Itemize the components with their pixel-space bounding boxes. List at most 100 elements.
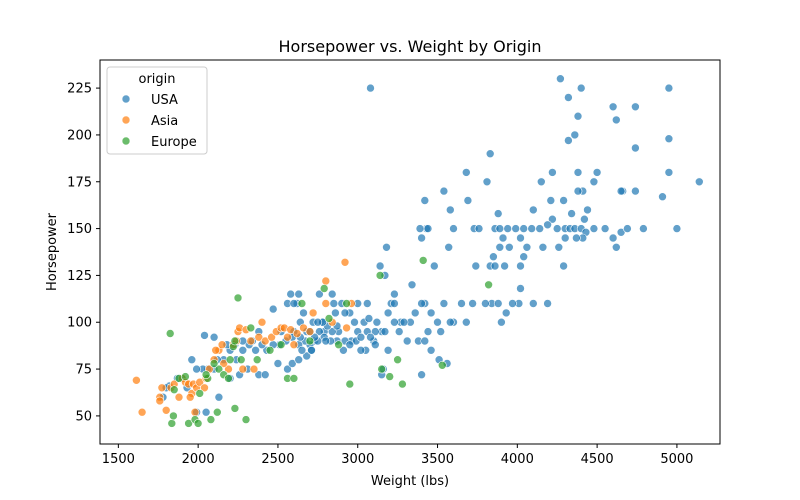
data-point-asia-31 bbox=[260, 336, 270, 346]
data-point-europe-26 bbox=[305, 336, 315, 346]
data-point-usa-87 bbox=[559, 261, 568, 271]
data-point-europe-2 bbox=[169, 411, 178, 421]
data-point-usa-38 bbox=[583, 205, 592, 215]
data-point-asia-50 bbox=[211, 345, 220, 355]
data-point-asia-29 bbox=[254, 332, 264, 342]
data-point-usa-230 bbox=[321, 336, 331, 346]
data-point-usa-32 bbox=[463, 196, 473, 205]
data-point-asia-32 bbox=[267, 332, 276, 342]
data-point-usa-17 bbox=[592, 168, 602, 177]
data-point-usa-96 bbox=[490, 261, 500, 271]
data-point-asia-39 bbox=[292, 329, 302, 338]
data-point-europe-36 bbox=[398, 379, 407, 389]
x-tick-label-2000: 2000 bbox=[182, 452, 215, 467]
data-point-usa-100 bbox=[461, 317, 471, 327]
data-point-europe-9 bbox=[206, 415, 216, 424]
data-point-usa-229 bbox=[313, 317, 323, 327]
data-point-usa-24 bbox=[631, 186, 640, 196]
data-point-europe-4 bbox=[184, 419, 193, 428]
data-point-usa-22 bbox=[694, 177, 704, 187]
y-tick-label-175: 175 bbox=[67, 175, 92, 190]
data-point-europe-13 bbox=[224, 374, 233, 383]
data-point-usa-54 bbox=[535, 224, 545, 233]
data-point-europe-43 bbox=[201, 370, 211, 380]
data-point-usa-15 bbox=[589, 177, 599, 187]
data-point-europe-33 bbox=[377, 364, 387, 374]
data-point-usa-49 bbox=[511, 224, 521, 233]
data-point-asia-15 bbox=[200, 383, 209, 393]
data-point-usa-165 bbox=[345, 340, 355, 350]
data-point-usa-190 bbox=[192, 364, 201, 374]
data-point-usa-78 bbox=[489, 252, 498, 262]
data-point-usa-88 bbox=[407, 280, 417, 290]
data-point-usa-7 bbox=[631, 102, 640, 112]
chart-title: Horsepower vs. Weight by Origin bbox=[279, 37, 542, 56]
data-point-asia-52 bbox=[190, 407, 200, 417]
data-point-usa-74 bbox=[538, 243, 548, 252]
x-tick-label-5000: 5000 bbox=[660, 452, 693, 467]
data-point-europe-30 bbox=[342, 299, 351, 308]
data-point-asia-36 bbox=[283, 332, 292, 342]
data-point-usa-200 bbox=[214, 392, 224, 402]
data-point-asia-40 bbox=[299, 323, 308, 333]
data-point-usa-114 bbox=[390, 317, 399, 327]
data-point-usa-30 bbox=[658, 192, 667, 201]
data-point-europe-7 bbox=[195, 389, 204, 398]
data-point-usa-233 bbox=[350, 317, 359, 327]
data-point-usa-209 bbox=[294, 355, 304, 365]
data-point-usa-42 bbox=[415, 224, 425, 233]
data-point-europe-6 bbox=[193, 419, 203, 428]
data-point-asia-20 bbox=[224, 364, 233, 374]
data-point-asia-0 bbox=[132, 375, 141, 385]
data-point-usa-208 bbox=[287, 359, 297, 368]
data-point-usa-56 bbox=[552, 224, 562, 233]
data-point-europe-0 bbox=[165, 329, 175, 338]
data-point-usa-206 bbox=[273, 359, 283, 368]
x-axis: 1500 2000 2500 3000 3500 4000 4500 5000 bbox=[102, 444, 693, 467]
data-point-usa-97 bbox=[495, 243, 505, 252]
plot-points bbox=[132, 74, 704, 428]
data-point-usa-53 bbox=[527, 224, 537, 233]
data-point-usa-155 bbox=[426, 345, 436, 355]
data-point-usa-39 bbox=[580, 214, 589, 224]
legend-marker-usa bbox=[121, 94, 131, 104]
data-point-asia-28 bbox=[249, 364, 259, 374]
data-point-europe-1 bbox=[167, 419, 177, 428]
data-point-europe-16 bbox=[230, 404, 240, 413]
legend-label-europe: Europe bbox=[151, 135, 197, 150]
data-point-asia-46 bbox=[342, 323, 351, 333]
data-point-usa-151 bbox=[445, 317, 455, 327]
data-point-europe-38 bbox=[437, 360, 447, 370]
data-point-usa-126 bbox=[315, 327, 324, 336]
data-point-europe-10 bbox=[213, 407, 222, 417]
data-point-usa-81 bbox=[417, 233, 426, 243]
data-point-usa-211 bbox=[307, 345, 316, 355]
data-point-asia-1 bbox=[137, 407, 147, 417]
data-point-europe-25 bbox=[297, 299, 307, 308]
data-point-asia-3 bbox=[157, 383, 167, 393]
data-point-usa-52 bbox=[474, 224, 484, 233]
data-point-usa-72 bbox=[516, 233, 525, 243]
data-point-europe-32 bbox=[375, 271, 385, 280]
data-point-usa-12 bbox=[631, 143, 640, 153]
data-point-asia-14 bbox=[195, 377, 204, 387]
data-point-asia-43 bbox=[321, 276, 331, 286]
data-point-asia-19 bbox=[217, 340, 227, 350]
data-point-asia-42 bbox=[308, 308, 318, 318]
legend-label-usa: USA bbox=[151, 93, 178, 108]
y-tick-label-100: 100 bbox=[67, 316, 92, 331]
data-point-europe-28 bbox=[324, 314, 334, 323]
data-point-usa-101 bbox=[468, 299, 477, 308]
data-point-usa-224 bbox=[209, 332, 219, 342]
data-point-usa-26 bbox=[573, 186, 583, 196]
data-point-usa-0 bbox=[366, 83, 375, 93]
data-point-usa-199 bbox=[201, 407, 211, 417]
data-point-europe-35 bbox=[393, 355, 402, 365]
data-point-usa-5 bbox=[573, 111, 583, 121]
data-point-europe-11 bbox=[214, 364, 224, 374]
data-point-usa-75 bbox=[554, 243, 564, 252]
data-point-usa-216 bbox=[289, 299, 299, 308]
y-axis: 50 75 100 125 150 175 200 225 bbox=[67, 82, 100, 424]
data-point-usa-133 bbox=[286, 289, 296, 299]
